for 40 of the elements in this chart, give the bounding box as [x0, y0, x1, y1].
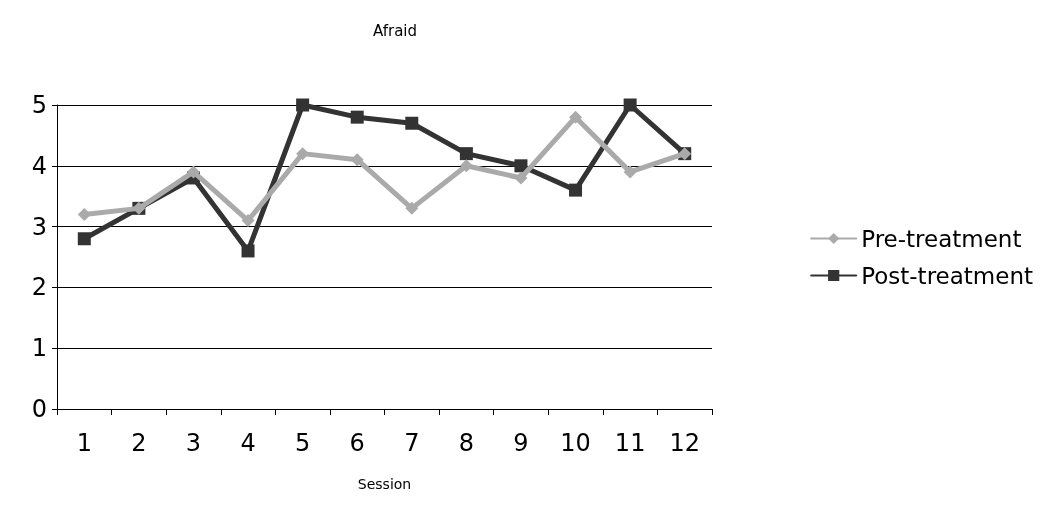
x-tick-label: 9 — [513, 429, 529, 457]
point — [514, 159, 528, 173]
x-tick-label: 11 — [614, 429, 646, 457]
point — [241, 214, 255, 228]
point — [350, 153, 364, 167]
x-tick-label: 1 — [76, 429, 92, 457]
y-tick-label: 2 — [31, 273, 47, 302]
y-tick-label: 5 — [31, 91, 47, 119]
point — [296, 98, 310, 112]
y-tick-label: 1 — [31, 334, 47, 363]
x-tick-label: 7 — [404, 429, 420, 457]
point — [350, 110, 364, 124]
x-tick-label: 12 — [669, 429, 700, 457]
point — [569, 110, 583, 124]
point — [405, 201, 419, 215]
x-tick-label: 4 — [240, 429, 256, 457]
x-tick-label: 3 — [185, 429, 202, 457]
x-tick-label: 10 — [560, 429, 591, 457]
x-tick-label: 8 — [458, 429, 475, 457]
point — [459, 147, 473, 161]
x-tick-label: 5 — [294, 429, 311, 457]
point — [623, 98, 637, 112]
y-tick-label: 3 — [31, 212, 47, 241]
x-tick-label: 6 — [349, 429, 365, 457]
y-tick-label: 4 — [31, 151, 47, 180]
legend-label: Post-treatment — [861, 262, 1034, 289]
x-axis-title: Session — [357, 476, 412, 492]
point — [77, 207, 91, 221]
y-tick-label: 0 — [31, 395, 47, 423]
point — [186, 165, 200, 179]
chart-title: Afraid — [372, 21, 418, 40]
point — [623, 165, 637, 179]
x-tick-label: 2 — [131, 429, 147, 457]
point — [459, 159, 473, 173]
legend-label: Pre-treatment — [861, 225, 1022, 252]
point — [514, 171, 528, 185]
point — [77, 232, 91, 246]
point — [569, 183, 583, 197]
point — [241, 244, 255, 258]
point — [405, 116, 419, 130]
